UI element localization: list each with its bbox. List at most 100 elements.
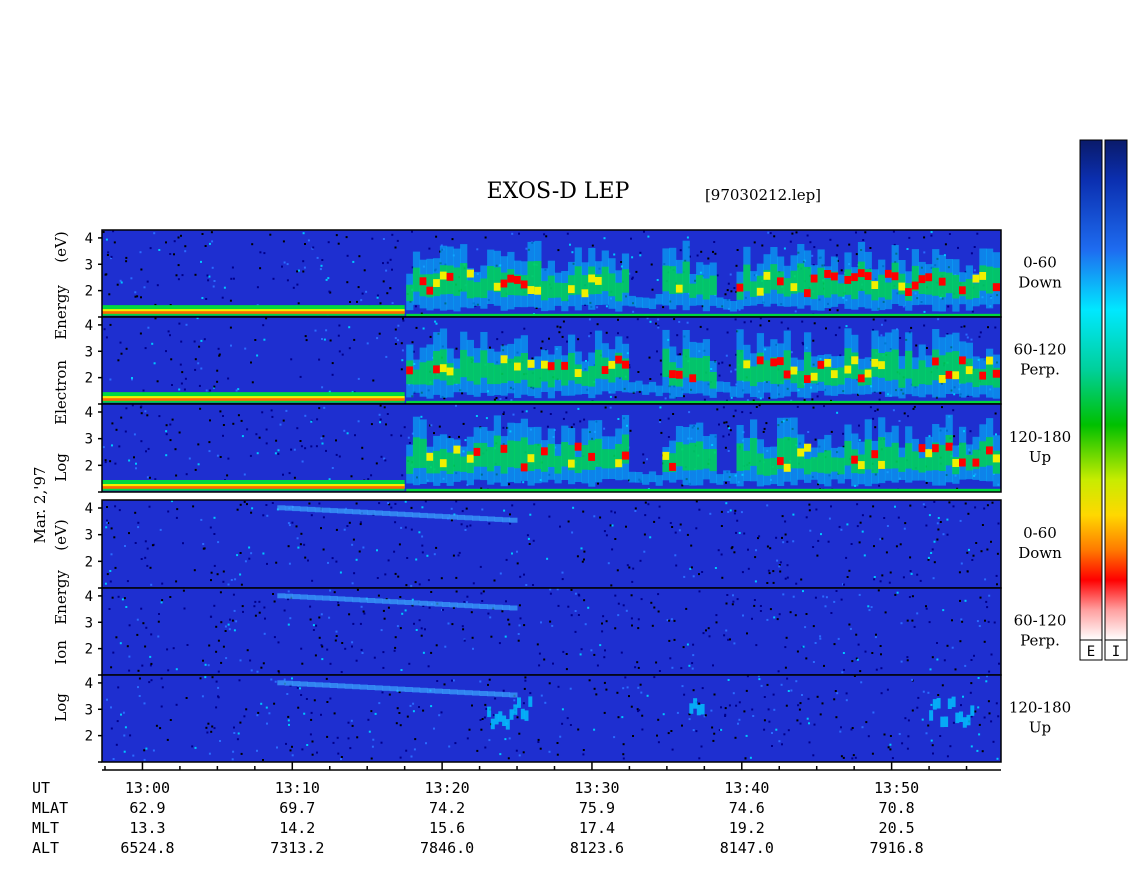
noise-speck	[169, 423, 172, 426]
noise-speck	[110, 527, 113, 530]
noise-speck	[350, 475, 353, 478]
noise-speck	[778, 740, 781, 743]
noise-speck	[222, 415, 224, 417]
noise-speck	[630, 594, 633, 597]
electron-burst-core	[412, 267, 421, 292]
noise-speck	[337, 752, 340, 755]
noise-speck	[683, 575, 686, 578]
noise-speck	[593, 687, 596, 690]
noise-speck	[727, 282, 730, 285]
noise-speck	[667, 436, 670, 438]
noise-speck	[507, 618, 510, 621]
noise-speck	[203, 547, 206, 550]
noise-speck	[301, 460, 304, 463]
electron-burst-core	[817, 452, 825, 473]
noise-speck	[667, 732, 670, 735]
noise-speck	[406, 557, 409, 559]
noise-speck	[207, 722, 210, 725]
noise-speck	[109, 580, 112, 583]
noise-speck	[842, 756, 845, 759]
noise-speck	[889, 735, 892, 737]
ion-band	[494, 604, 503, 610]
noise-speck	[117, 686, 120, 689]
noise-speck	[759, 610, 762, 612]
noise-speck	[855, 657, 858, 660]
noise-speck	[735, 290, 738, 293]
ion-burst	[693, 698, 698, 709]
noise-speck	[170, 358, 173, 361]
noise-speck	[201, 297, 204, 299]
noise-speck	[286, 279, 289, 282]
noise-speck	[215, 650, 218, 653]
noise-speck	[535, 307, 538, 309]
electron-burst-core	[884, 446, 893, 469]
electron-burst-peak	[568, 285, 576, 294]
noise-speck	[233, 726, 235, 729]
noise-speck	[780, 321, 783, 324]
noise-speck	[143, 702, 146, 705]
noise-speck	[718, 374, 721, 377]
noise-speck	[954, 668, 957, 671]
noise-speck	[177, 264, 180, 267]
noise-speck	[768, 720, 771, 723]
noise-speck	[532, 539, 535, 542]
noise-speck	[570, 426, 573, 429]
noise-speck	[781, 536, 783, 539]
noise-speck	[943, 659, 946, 662]
electron-burst-core	[851, 279, 859, 300]
noise-speck	[258, 600, 261, 603]
electron-burst-peak	[453, 445, 461, 454]
noise-speck	[540, 621, 542, 624]
noise-speck	[648, 356, 651, 359]
noise-speck	[604, 649, 606, 652]
noise-speck	[503, 411, 505, 414]
noise-speck	[359, 523, 362, 526]
noise-speck	[287, 590, 290, 593]
electron-burst	[642, 384, 650, 395]
noise-speck	[721, 361, 724, 364]
noise-speck	[484, 236, 487, 239]
noise-speck	[149, 566, 152, 569]
noise-speck	[716, 274, 719, 277]
noise-speck	[746, 399, 749, 402]
ion-band	[449, 514, 458, 520]
noise-speck	[335, 453, 338, 456]
noise-speck	[227, 623, 230, 626]
noise-speck	[916, 612, 919, 615]
noise-speck	[969, 691, 972, 694]
noise-speck	[789, 240, 792, 243]
noise-speck	[758, 535, 761, 538]
noise-speck	[741, 411, 744, 414]
electron-burst-core	[547, 275, 555, 298]
noise-speck	[960, 326, 963, 328]
noise-speck	[857, 393, 859, 396]
noise-speck	[356, 588, 359, 591]
noise-speck	[321, 259, 324, 261]
electron-burst-peak	[621, 360, 630, 369]
noise-speck	[738, 718, 741, 721]
noise-speck	[733, 642, 736, 645]
noise-speck	[259, 251, 262, 254]
noise-speck	[421, 535, 424, 538]
electron-burst-core	[514, 274, 522, 296]
floor-band	[406, 400, 1002, 404]
ion-burst	[940, 716, 945, 728]
noise-speck	[452, 606, 455, 609]
noise-speck	[301, 748, 304, 751]
noise-speck	[763, 728, 766, 731]
ion-axis-label: Log Ion Energy (eV)	[52, 519, 70, 721]
noise-speck	[657, 324, 660, 327]
electron-burst-core	[824, 366, 832, 386]
noise-speck	[211, 240, 214, 243]
noise-speck	[745, 689, 748, 692]
noise-speck	[422, 651, 425, 654]
electron-burst-core	[770, 264, 778, 290]
noise-speck	[766, 683, 769, 686]
noise-speck	[160, 601, 163, 604]
noise-speck	[111, 422, 114, 425]
noise-speck	[370, 757, 373, 760]
noise-speck	[143, 749, 146, 752]
electron-burst-core	[460, 456, 468, 472]
noise-speck	[881, 574, 884, 577]
